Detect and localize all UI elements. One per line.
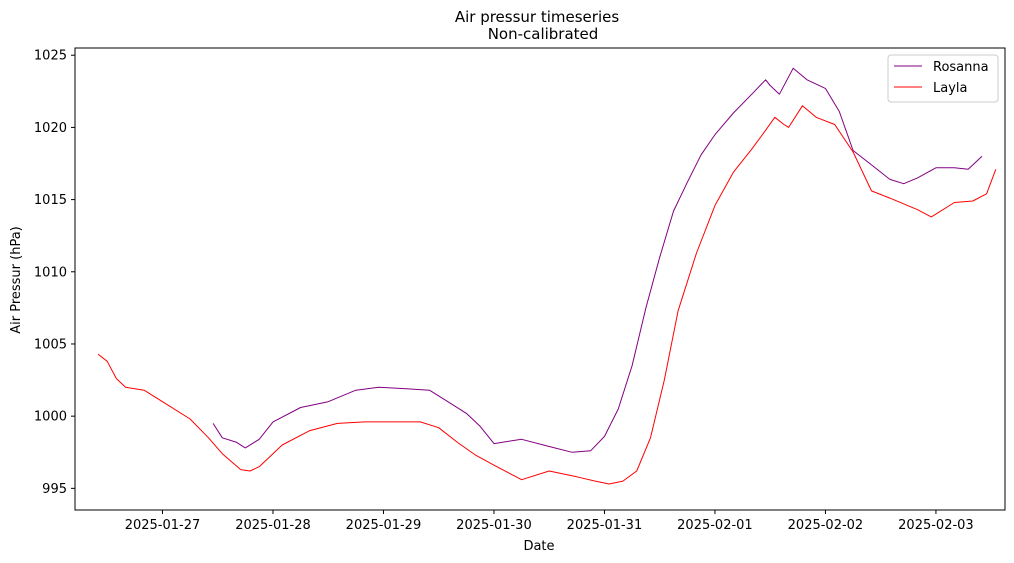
x-tick-label: 2025-02-01 (677, 518, 753, 533)
chart-title: Air pressur timeseries (455, 8, 620, 26)
x-tick-label: 2025-02-02 (788, 518, 864, 533)
x-tick-label: 2025-01-29 (346, 518, 422, 533)
x-axis-label: Date (523, 539, 554, 554)
chart-subtitle: Non-calibrated (488, 25, 599, 43)
y-tick-label: 1025 (34, 49, 67, 64)
series-line-layla (97, 105, 997, 485)
x-tick-label: 2025-01-30 (456, 518, 532, 533)
y-tick-label: 1010 (34, 265, 67, 280)
x-axis-ticks: 2025-01-27 2025-01-28 2025-01-29 2025-01-30… (125, 510, 974, 533)
plot-area (74, 47, 1006, 511)
x-tick-label: 2025-01-31 (567, 518, 643, 533)
y-tick-label: 1005 (34, 337, 67, 352)
series-line-rosanna (212, 67, 983, 453)
y-tick-label: 995 (42, 482, 67, 497)
legend-box (887, 54, 999, 103)
series-layer (97, 67, 997, 485)
legend: Rosanna Layla (887, 54, 999, 103)
y-tick-label: 1015 (34, 193, 67, 208)
x-tick-label: 2025-02-03 (898, 518, 974, 533)
legend-label-layla: Layla (933, 81, 967, 96)
y-axis-ticks: 995 1000 1005 1010 1015 1020 1025 (34, 49, 75, 497)
y-tick-label: 1000 (34, 410, 67, 425)
x-tick-label: 2025-01-27 (125, 518, 201, 533)
x-tick-label: 2025-01-28 (235, 518, 311, 533)
y-axis-label: Air Pressur (hPa) (9, 226, 24, 334)
y-tick-label: 1020 (34, 121, 67, 136)
legend-label-rosanna: Rosanna (933, 60, 989, 75)
